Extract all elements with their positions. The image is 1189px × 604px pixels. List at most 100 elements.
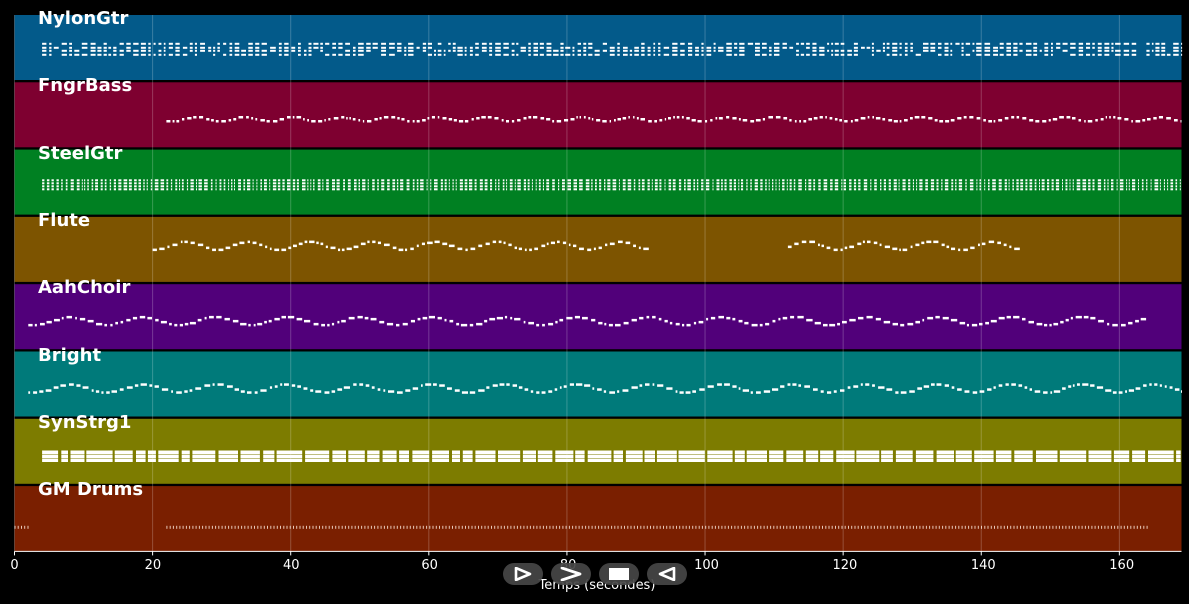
note-event xyxy=(358,53,364,56)
note-event xyxy=(76,185,80,188)
note-event xyxy=(263,525,265,529)
note-event xyxy=(265,245,268,249)
note-event xyxy=(1062,49,1068,52)
note-event xyxy=(878,386,885,389)
note-event xyxy=(118,188,122,191)
note-event xyxy=(218,450,238,454)
note-event xyxy=(830,182,833,185)
note-event xyxy=(776,525,778,529)
note-event xyxy=(282,188,285,191)
note-event xyxy=(175,182,178,185)
note-event xyxy=(1132,179,1136,182)
note-event xyxy=(883,188,886,191)
note-event xyxy=(416,182,419,185)
note-event xyxy=(475,458,496,462)
note-event xyxy=(908,182,911,185)
note-event xyxy=(343,185,345,188)
note-event xyxy=(750,120,755,123)
note-event xyxy=(916,185,918,188)
note-event xyxy=(844,525,846,529)
note-event xyxy=(805,188,807,191)
note-event xyxy=(53,386,59,389)
note-event xyxy=(1117,117,1122,120)
note-event xyxy=(100,188,103,191)
note-event xyxy=(646,525,648,529)
note-event xyxy=(1006,46,1011,49)
note-event xyxy=(712,179,714,182)
note-event xyxy=(836,450,855,454)
stop-button[interactable] xyxy=(599,563,639,585)
note-event xyxy=(277,182,281,185)
note-event xyxy=(46,188,50,191)
note-event xyxy=(870,179,872,182)
note-event xyxy=(659,179,662,182)
note-event xyxy=(912,525,914,529)
note-event xyxy=(834,179,839,182)
note-event xyxy=(951,179,954,182)
note-event xyxy=(672,182,676,185)
note-event xyxy=(172,243,178,247)
note-event xyxy=(1055,185,1060,188)
note-event xyxy=(516,53,519,56)
note-event xyxy=(1059,116,1064,119)
note-event xyxy=(109,188,112,191)
note-event xyxy=(332,182,335,185)
note-event xyxy=(264,185,267,188)
note-event xyxy=(713,42,716,45)
note-event xyxy=(629,53,633,56)
note-event xyxy=(974,450,994,454)
note-event xyxy=(1092,46,1095,49)
note-event xyxy=(710,119,713,122)
note-event xyxy=(841,525,843,529)
note-event xyxy=(625,458,643,462)
note-event xyxy=(739,46,745,49)
note-event xyxy=(1118,391,1123,394)
track-notes xyxy=(42,450,1181,462)
note-event xyxy=(347,188,351,191)
note-event xyxy=(416,120,420,123)
note-event xyxy=(481,525,483,529)
note-event xyxy=(372,185,375,188)
note-event xyxy=(841,182,843,185)
note-event xyxy=(114,454,133,458)
note-event xyxy=(502,188,505,191)
note-event xyxy=(377,188,379,191)
note-event xyxy=(326,185,329,188)
note-event xyxy=(347,179,351,182)
forward-button[interactable] xyxy=(551,563,591,585)
note-event xyxy=(192,450,216,454)
note-event xyxy=(315,390,322,393)
note-event xyxy=(880,179,882,182)
note-event xyxy=(452,188,454,191)
note-event xyxy=(637,525,638,529)
note-event xyxy=(381,179,385,182)
note-event xyxy=(886,46,890,49)
note-event xyxy=(134,188,137,191)
note-event xyxy=(680,49,685,52)
note-event xyxy=(1013,49,1018,52)
note-event xyxy=(331,525,333,529)
note-event xyxy=(902,188,906,191)
note-event xyxy=(912,182,914,185)
note-event xyxy=(408,53,414,56)
note-event xyxy=(1008,188,1010,191)
rewind-button[interactable] xyxy=(647,563,687,585)
note-event xyxy=(622,179,626,182)
note-event xyxy=(696,182,699,185)
note-event xyxy=(645,383,650,386)
note-event xyxy=(1050,391,1053,394)
note-event xyxy=(904,119,908,122)
note-event xyxy=(257,322,263,326)
note-event xyxy=(181,188,184,191)
note-event xyxy=(678,188,682,191)
note-event xyxy=(944,384,949,387)
note-event xyxy=(479,188,483,191)
note-event xyxy=(331,390,336,393)
play-button[interactable] xyxy=(503,563,543,585)
note-event xyxy=(718,117,723,120)
note-event xyxy=(260,525,262,529)
note-event xyxy=(556,120,562,123)
note-event xyxy=(772,179,774,182)
note-event xyxy=(313,322,319,326)
note-event xyxy=(95,179,98,182)
